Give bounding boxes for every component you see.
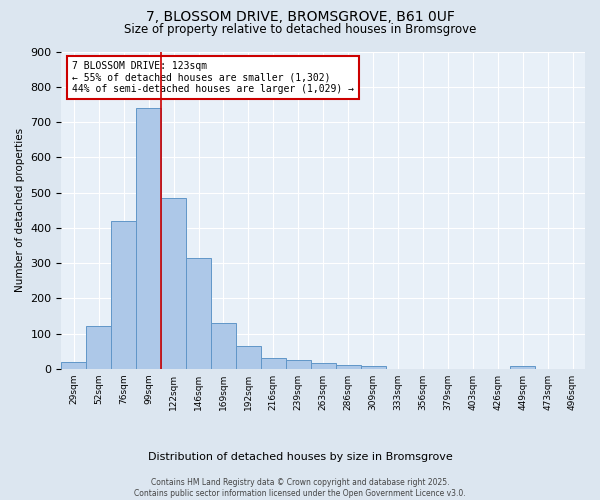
Text: Size of property relative to detached houses in Bromsgrove: Size of property relative to detached ho… (124, 22, 476, 36)
Bar (161, 198, 186, 369)
Bar (86, 326, 111, 369)
Bar (311, 364, 335, 369)
Text: 7, BLOSSOM DRIVE, BROMSGROVE, B61 0UF: 7, BLOSSOM DRIVE, BROMSGROVE, B61 0UF (146, 10, 454, 24)
Bar (236, 346, 261, 369)
Bar (211, 323, 236, 369)
Text: 7 BLOSSOM DRIVE: 123sqm
← 55% of detached houses are smaller (1,302)
44% of semi: 7 BLOSSOM DRIVE: 123sqm ← 55% of detache… (72, 61, 354, 94)
Y-axis label: Number of detached properties: Number of detached properties (15, 128, 25, 292)
Bar (286, 360, 311, 369)
Text: Distribution of detached houses by size in Bromsgrove: Distribution of detached houses by size … (148, 452, 452, 462)
Bar (510, 366, 535, 369)
Text: Contains HM Land Registry data © Crown copyright and database right 2025.
Contai: Contains HM Land Registry data © Crown c… (134, 478, 466, 498)
Bar (111, 220, 136, 369)
Bar (261, 358, 286, 369)
Bar (335, 365, 361, 369)
Bar (186, 258, 211, 369)
Bar (61, 362, 86, 369)
Bar (361, 366, 386, 369)
Bar (136, 108, 161, 369)
